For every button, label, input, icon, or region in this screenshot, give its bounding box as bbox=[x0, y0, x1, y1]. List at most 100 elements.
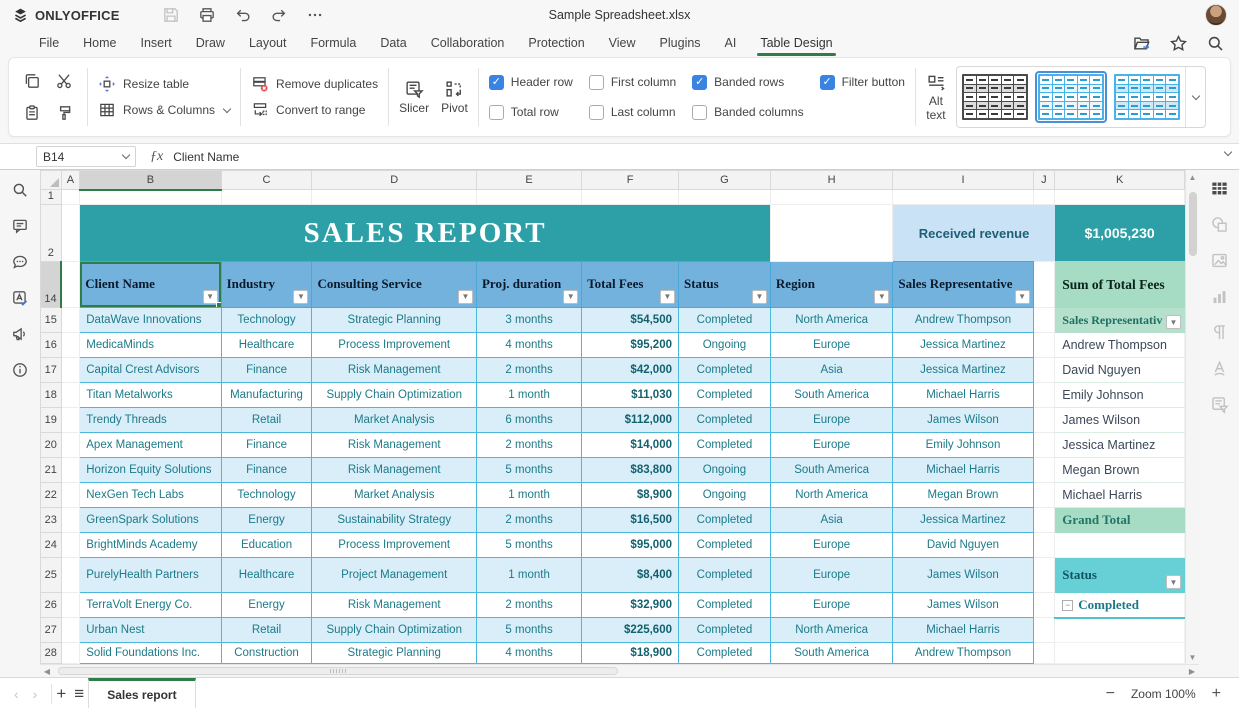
menu-tab-table-design[interactable]: Table Design bbox=[749, 32, 843, 56]
cell[interactable] bbox=[61, 433, 80, 458]
cell[interactable] bbox=[1033, 483, 1055, 508]
sheet-list-icon[interactable]: ≡ bbox=[70, 684, 88, 704]
cell-E23[interactable]: 2 months bbox=[476, 508, 581, 533]
cell-D23[interactable]: Sustainability Strategy bbox=[312, 508, 477, 533]
cell[interactable] bbox=[61, 190, 80, 205]
pivot-button[interactable]: Pivot bbox=[441, 79, 468, 116]
cell-F21[interactable]: $83,800 bbox=[582, 458, 679, 483]
cell-G17[interactable]: Completed bbox=[679, 358, 771, 383]
column-header-J[interactable]: J bbox=[1033, 171, 1055, 190]
filter-dropdown-icon[interactable]: ▼ bbox=[874, 290, 889, 304]
cell[interactable] bbox=[1033, 643, 1055, 664]
cell-F26[interactable]: $32,900 bbox=[582, 593, 679, 618]
cell-B15[interactable]: DataWave Innovations bbox=[80, 308, 221, 333]
cell-B18[interactable]: Titan Metalworks bbox=[80, 383, 221, 408]
cell[interactable] bbox=[61, 408, 80, 433]
cell-C25[interactable]: Healthcare bbox=[221, 558, 312, 593]
cell-H27[interactable]: North America bbox=[770, 618, 892, 643]
row-header-19[interactable]: 19 bbox=[41, 408, 62, 433]
cell-I21[interactable]: Michael Harris bbox=[893, 458, 1033, 483]
table-header-sales-representative[interactable]: Sales Representative▼ bbox=[893, 262, 1033, 308]
cell-C22[interactable]: Technology bbox=[221, 483, 312, 508]
cell[interactable] bbox=[476, 190, 581, 205]
checkbox-filter-button[interactable]: ✓Filter button bbox=[820, 75, 905, 90]
column-header-F[interactable]: F bbox=[582, 171, 679, 190]
search-icon[interactable] bbox=[1206, 34, 1225, 53]
rows-columns-button[interactable]: Rows & Columns bbox=[98, 101, 230, 119]
cell-C16[interactable]: Healthcare bbox=[221, 333, 312, 358]
row-header-1[interactable]: 1 bbox=[41, 190, 62, 205]
column-header-D[interactable]: D bbox=[312, 171, 477, 190]
menu-tab-plugins[interactable]: Plugins bbox=[649, 32, 712, 56]
menu-tab-protection[interactable]: Protection bbox=[517, 32, 595, 56]
cell[interactable] bbox=[1055, 643, 1185, 664]
cell-E15[interactable]: 3 months bbox=[476, 308, 581, 333]
cell-I15[interactable]: Andrew Thompson bbox=[893, 308, 1033, 333]
cell-E20[interactable]: 2 months bbox=[476, 433, 581, 458]
cell-G21[interactable]: Ongoing bbox=[679, 458, 771, 483]
filter-dropdown-icon[interactable]: ▼ bbox=[1166, 315, 1181, 329]
cell-F15[interactable]: $54,500 bbox=[582, 308, 679, 333]
cell-D17[interactable]: Risk Management bbox=[312, 358, 477, 383]
user-avatar[interactable] bbox=[1205, 4, 1227, 26]
more-icon[interactable] bbox=[306, 6, 324, 24]
slicer-button[interactable]: Slicer bbox=[399, 79, 429, 116]
cell[interactable] bbox=[61, 333, 80, 358]
cell-B25[interactable]: PurelyHealth Partners bbox=[80, 558, 221, 593]
table-header-industry[interactable]: Industry▼ bbox=[221, 262, 312, 308]
cell-I19[interactable]: James Wilson bbox=[893, 408, 1033, 433]
copy-icon[interactable] bbox=[19, 68, 45, 94]
row-header-26[interactable]: 26 bbox=[41, 593, 62, 618]
cell-D28[interactable]: Strategic Planning bbox=[312, 643, 477, 664]
received-revenue-label-cell[interactable]: Received revenue bbox=[893, 205, 1055, 262]
cell-B19[interactable]: Trendy Threads bbox=[80, 408, 221, 433]
cell-F24[interactable]: $95,000 bbox=[582, 533, 679, 558]
menu-tab-data[interactable]: Data bbox=[369, 32, 417, 56]
cell-H16[interactable]: Europe bbox=[770, 333, 892, 358]
cell[interactable] bbox=[1033, 333, 1055, 358]
checkbox-banded-rows[interactable]: ✓Banded rows bbox=[692, 75, 803, 90]
checkbox-header-row[interactable]: ✓Header row bbox=[489, 75, 573, 90]
cell-H23[interactable]: Asia bbox=[770, 508, 892, 533]
cell-I27[interactable]: Michael Harris bbox=[893, 618, 1033, 643]
cell-B26[interactable]: TerraVolt Energy Co. bbox=[80, 593, 221, 618]
menu-tab-collaboration[interactable]: Collaboration bbox=[420, 32, 516, 56]
row-header-16[interactable]: 16 bbox=[41, 333, 62, 358]
print-icon[interactable] bbox=[198, 6, 216, 24]
cell-F16[interactable]: $95,200 bbox=[582, 333, 679, 358]
row-header-23[interactable]: 23 bbox=[41, 508, 62, 533]
cell-D19[interactable]: Market Analysis bbox=[312, 408, 477, 433]
sales-report-banner[interactable]: SALES REPORT bbox=[80, 205, 771, 262]
cell-I24[interactable]: David Nguyen bbox=[893, 533, 1033, 558]
filter-dropdown-icon[interactable]: ▼ bbox=[458, 290, 473, 304]
paragraph-settings-icon[interactable] bbox=[1209, 322, 1229, 342]
menu-tab-layout[interactable]: Layout bbox=[238, 32, 298, 56]
text-art-settings-icon[interactable] bbox=[1209, 358, 1229, 378]
cell[interactable] bbox=[1033, 190, 1055, 205]
zoom-in-icon[interactable]: + bbox=[1212, 685, 1221, 703]
resize-table-button[interactable]: Resize table bbox=[98, 75, 230, 93]
cell-E24[interactable]: 5 months bbox=[476, 533, 581, 558]
cell-C24[interactable]: Education bbox=[221, 533, 312, 558]
scroll-down-icon[interactable]: ▼ bbox=[1186, 650, 1200, 664]
cell[interactable] bbox=[1033, 508, 1055, 533]
chart-settings-icon[interactable] bbox=[1209, 286, 1229, 306]
redo-icon[interactable] bbox=[270, 6, 288, 24]
row-header-14[interactable]: 14 bbox=[41, 262, 62, 308]
cell-I28[interactable]: Andrew Thompson bbox=[893, 643, 1033, 664]
cell[interactable] bbox=[61, 383, 80, 408]
cell[interactable] bbox=[61, 205, 80, 262]
menu-tab-ai[interactable]: AI bbox=[714, 32, 748, 56]
cell-H19[interactable]: Europe bbox=[770, 408, 892, 433]
column-header-E[interactable]: E bbox=[476, 171, 581, 190]
cell[interactable] bbox=[61, 262, 80, 308]
cell-C23[interactable]: Energy bbox=[221, 508, 312, 533]
cell-G23[interactable]: Completed bbox=[679, 508, 771, 533]
cell-C21[interactable]: Finance bbox=[221, 458, 312, 483]
cell-I23[interactable]: Jessica Martinez bbox=[893, 508, 1033, 533]
cell-G15[interactable]: Completed bbox=[679, 308, 771, 333]
zoom-out-icon[interactable]: − bbox=[1106, 685, 1115, 703]
cell-F28[interactable]: $18,900 bbox=[582, 643, 679, 664]
pivot-title-cell[interactable]: Sum of Total Fees bbox=[1055, 262, 1185, 308]
previous-sheet-icon[interactable]: ‹ bbox=[14, 686, 19, 702]
